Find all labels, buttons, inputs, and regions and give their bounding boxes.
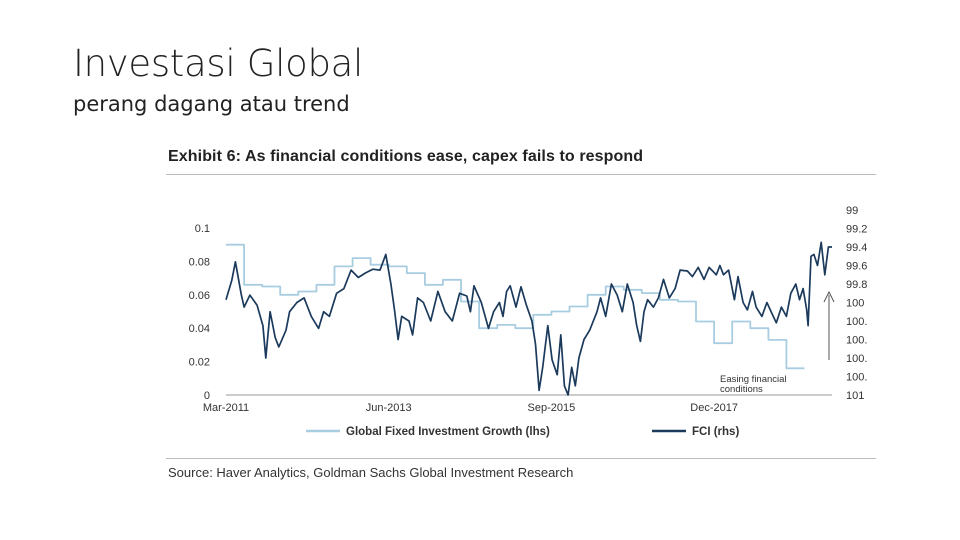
x-tick-label: Dec-2017 [690,402,738,414]
right-tick-label: 100 [846,298,864,310]
left-tick-label: 0.06 [189,290,210,302]
x-tick-label: Sep-2015 [528,402,576,414]
right-tick-label: 100. [846,372,867,384]
right-tick-label: 101 [846,390,864,402]
series-line-fci [225,241,832,396]
right-tick-label: 100. [846,353,867,365]
easing-arrow-head [823,290,835,303]
legend-label: FCI (rhs) [692,426,739,438]
bottom-divider [166,458,876,459]
series-layer [225,241,832,396]
slide-subtitle: perang dagang atau trend [73,92,350,116]
legend: Global Fixed Investment Growth (lhs) FCI … [306,426,739,438]
left-tick-label: 0.1 [195,223,210,235]
right-tick-label: 100. [846,335,867,347]
right-tick-label: 99.4 [846,242,867,254]
slide-title: Investasi Global [73,42,364,85]
exhibit-title: Exhibit 6: As financial conditions ease,… [168,148,644,165]
left-tick-label: 0.08 [189,256,210,268]
x-tick-label: Mar-2011 [203,402,249,414]
right-tick-label: 100. [846,316,867,328]
right-tick-label: 99.2 [846,224,867,236]
x-tick-label: Jun-2013 [366,402,412,414]
exhibit-chart: 0.1 0.08 0.06 0.04 0.02 0 99 99.2 99.4 99.6 99.8 1… [189,205,868,438]
left-tick-label: 0.04 [189,323,210,335]
top-divider [166,174,876,175]
annotation-line: conditions [720,384,763,395]
right-tick-label: 99 [846,205,858,217]
right-y-axis: 99 99.2 99.4 99.6 99.8 100 100. 100. 100. 100. 101 [846,205,867,402]
x-axis-ticks: Mar-2011 Jun-2013 Sep-2015 Dec-2017 [203,402,738,414]
left-tick-label: 0 [204,390,210,402]
left-tick-label: 0.02 [189,357,210,369]
legend-label: Global Fixed Investment Growth (lhs) [346,426,550,438]
annotation-line: Easing financial [720,374,787,385]
right-tick-label: 99.8 [846,279,867,291]
left-y-axis: 0.1 0.08 0.06 0.04 0.02 0 [189,223,210,402]
source-note: Source: Haver Analytics, Goldman Sachs G… [168,465,574,480]
series-line-global-fixed-investment [226,243,805,370]
right-tick-label: 99.6 [846,261,867,273]
